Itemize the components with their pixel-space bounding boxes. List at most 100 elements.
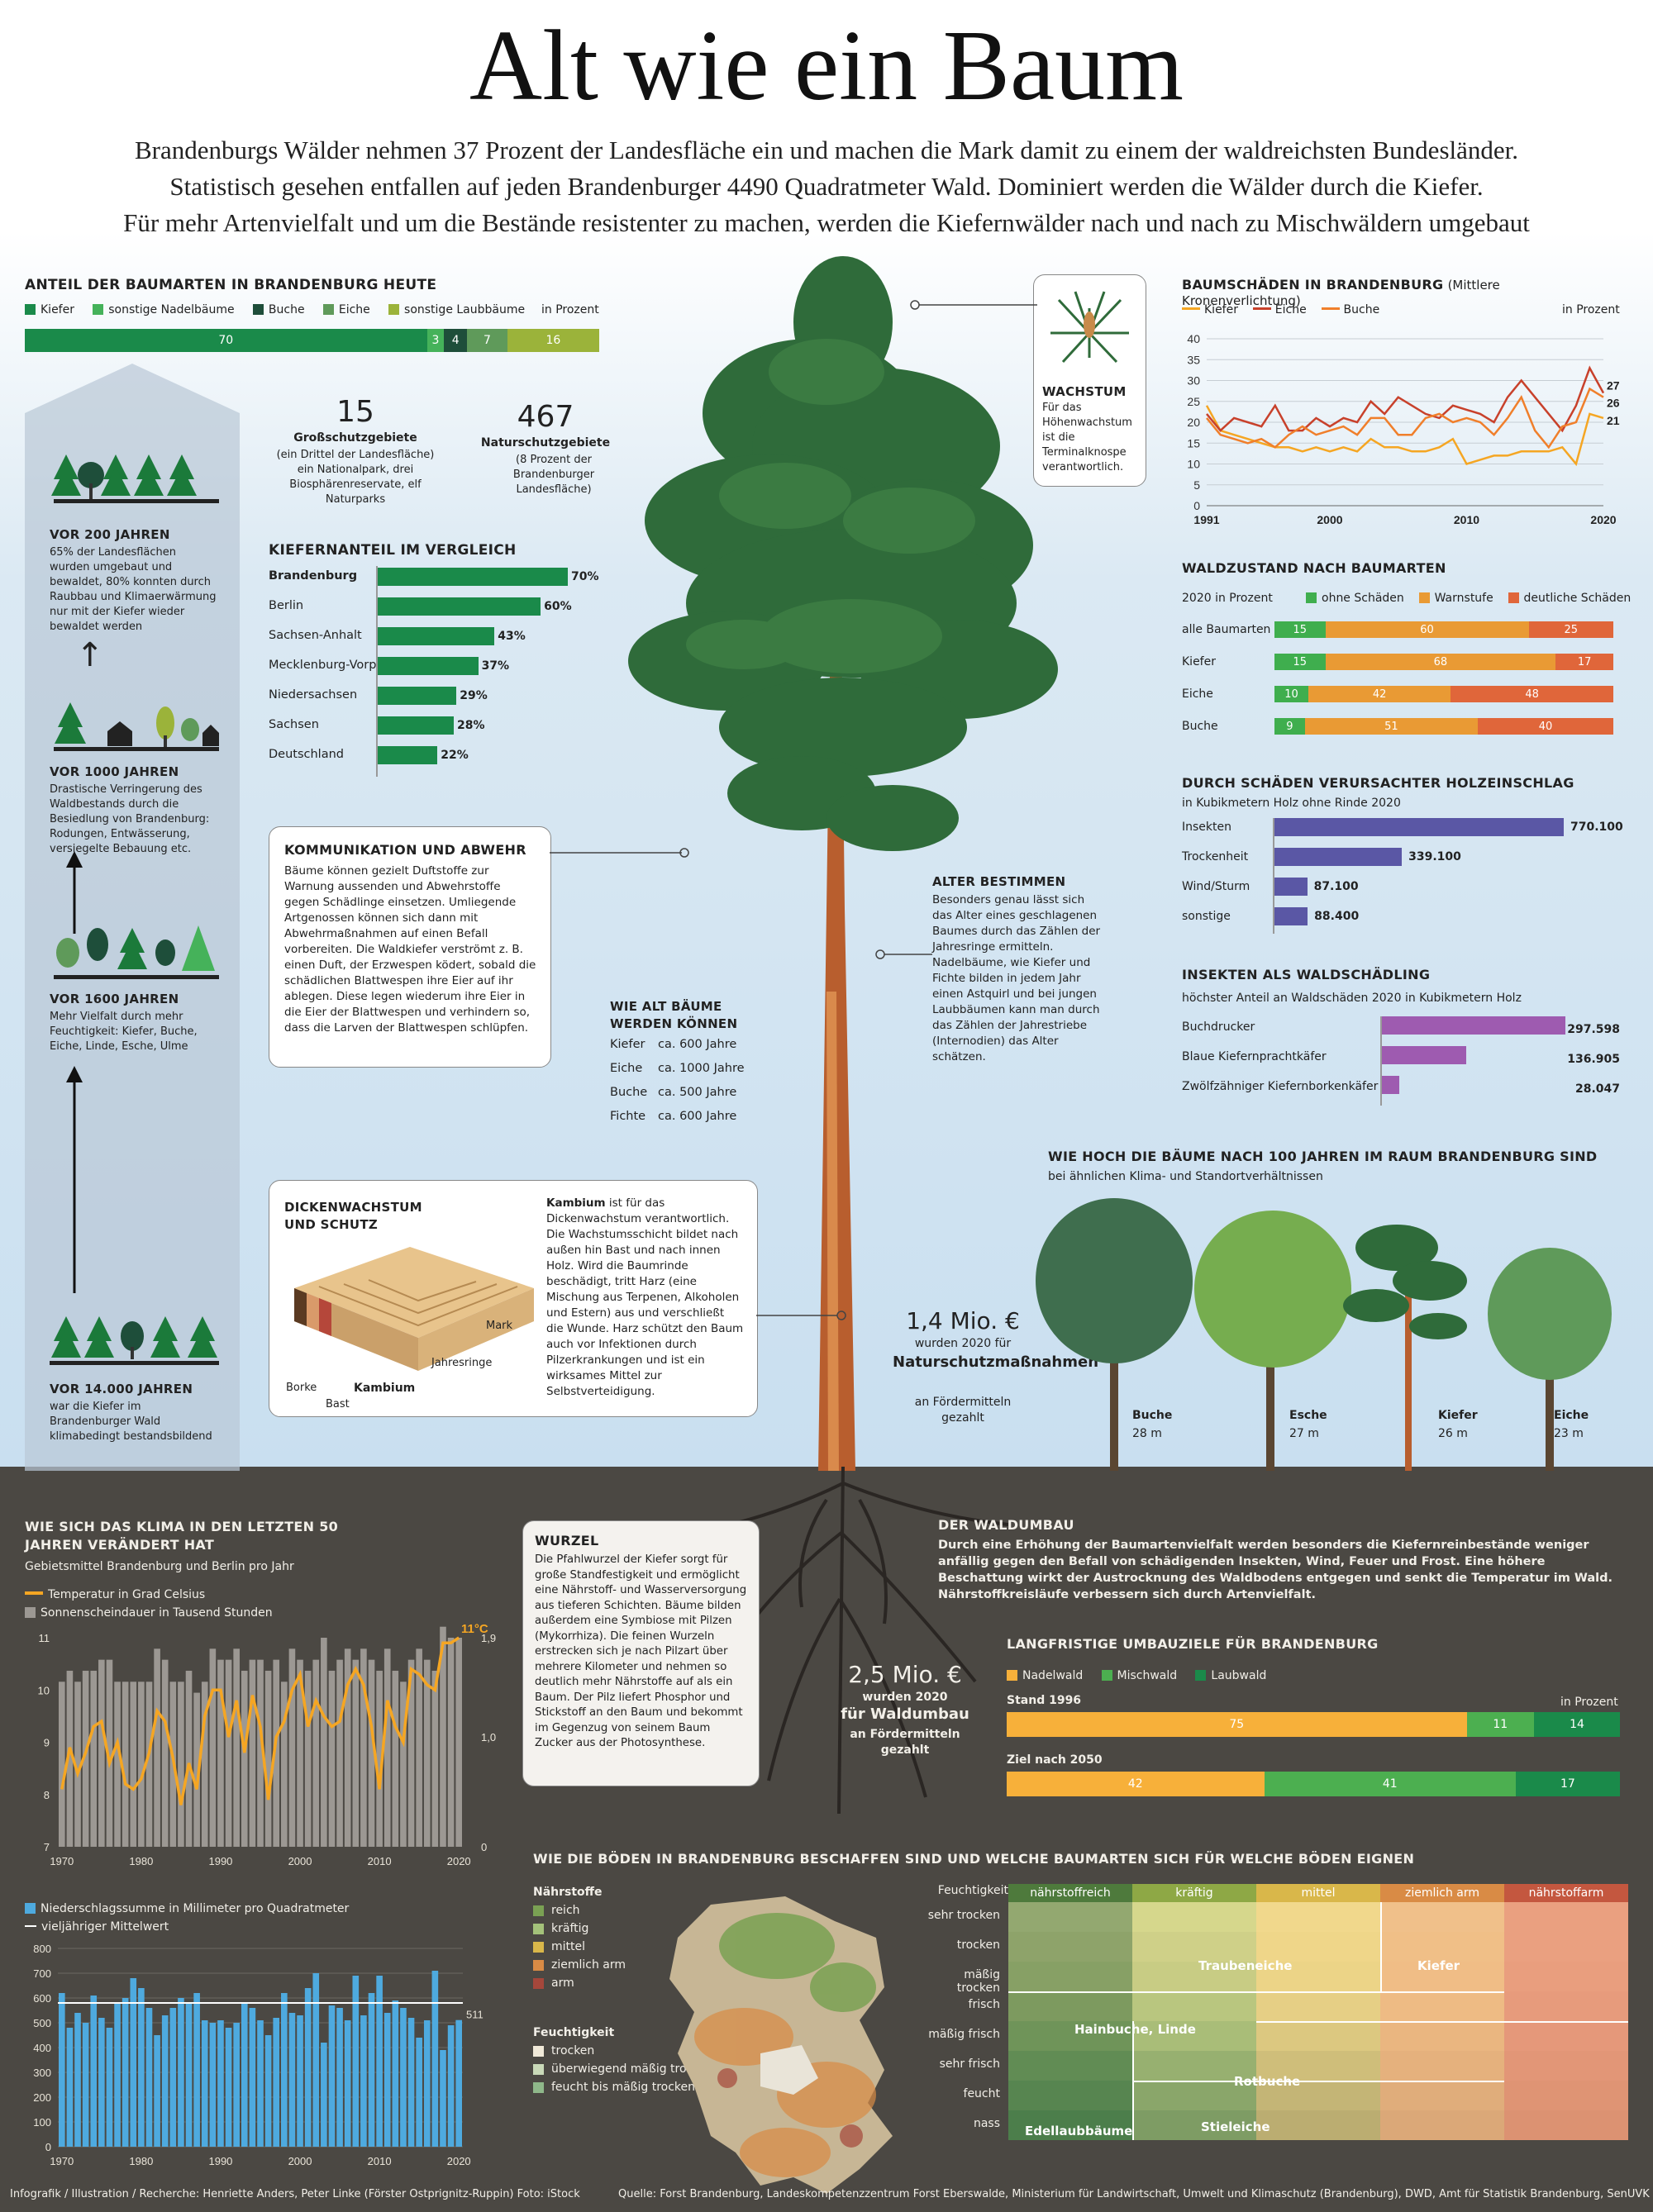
alter-text: Besonders genau lässt sich das Alter ein…	[932, 893, 1101, 1063]
umbau-segment: 14	[1534, 1712, 1620, 1737]
wachstum-box: WACHSTUM Für das Höhenwachstum ist die T…	[1033, 274, 1146, 487]
umbau-segment: 75	[1007, 1712, 1467, 1737]
precip-bar	[416, 2038, 422, 2147]
sun-bar	[288, 1648, 296, 1847]
legend-kiefer: Kiefer	[40, 303, 74, 316]
boeden-cell	[1132, 2081, 1256, 2110]
precip-bar	[281, 1993, 288, 2147]
x-tick-label: 1980	[129, 1855, 153, 1867]
precip-bar	[312, 1973, 320, 2147]
boeden-cell	[1132, 1991, 1256, 2021]
baumschaeden-line-chart: 0 5 10 15 20 25 30 35 40 1991 2000 2010 2020 27 26 21	[1187, 332, 1619, 526]
precip-bar	[114, 2003, 121, 2147]
left-tick-label: 8	[44, 1789, 50, 1801]
legend-mischwald: Mischwald	[1117, 1669, 1178, 1682]
sun-bar	[407, 1659, 415, 1847]
kommunikation-box: KOMMUNIKATION UND ABWEHR Bäume können ge…	[269, 826, 551, 1068]
precip-tick-label: 600	[33, 1992, 51, 2005]
y-tick-label: 10	[1187, 458, 1200, 471]
precip-bar	[138, 1988, 145, 2147]
boeden-cell	[1008, 1902, 1132, 1932]
kiefer-swatch	[25, 304, 36, 315]
sun-bar	[281, 1682, 288, 1847]
chart-axis-line	[1380, 1016, 1382, 1106]
boeden-cell	[1132, 2110, 1256, 2140]
precip-tick-label: 0	[45, 2141, 51, 2153]
legend-eiche: Eiche	[338, 303, 370, 316]
legend-temp-label: Temperatur in Grad Celsius	[48, 1588, 206, 1601]
sun-bar	[130, 1682, 137, 1847]
page-title: Alt wie ein Baum	[469, 10, 1184, 121]
esche-tree	[1194, 1211, 1351, 1471]
x-tick-label: 2010	[368, 1855, 392, 1867]
hoehe-subtitle: bei ähnlichen Klima- und Standortverhält…	[1048, 1170, 1323, 1183]
arrow-up-shape	[66, 1066, 83, 1293]
eiche-swatch	[322, 304, 334, 315]
naehr-list: reich kräftig mittel ziemlich arm arm	[533, 1904, 723, 1995]
boeden-cell	[1256, 1991, 1380, 2021]
boeden-cell	[1380, 2021, 1504, 2051]
sun-bar	[185, 1670, 193, 1847]
sun-bar	[241, 1670, 248, 1847]
sun-bar	[431, 1670, 439, 1847]
legend-precip-label: Niederschlagssumme in Millimeter pro Qua…	[40, 1902, 350, 1915]
insekt-bar	[1382, 1076, 1399, 1094]
boeden-cell	[1504, 2110, 1628, 2140]
holz-row-label: sonstige	[1182, 910, 1231, 923]
species-boundary-line	[1132, 2021, 1134, 2140]
legend-nadelwald: Nadelwald	[1022, 1669, 1084, 1682]
left-tick-label: 10	[38, 1684, 50, 1696]
feucht-label: feucht bis mäßig trocken	[551, 2081, 696, 2094]
mean-swatch	[25, 1925, 36, 1927]
precip-end-label: 511	[466, 2009, 484, 2021]
naehr-swatch	[533, 1942, 544, 1953]
precip-tick-label: 100	[33, 2116, 51, 2129]
label-borke: Borke	[286, 1382, 317, 1394]
waldzustand-segment: 17	[1555, 654, 1613, 670]
baumschaeden-heading: BAUMSCHÄDEN IN BRANDENBURG (Mittlere Kro…	[1182, 277, 1612, 308]
kiefer-bar	[378, 746, 438, 764]
waldumbau-title: DER WALDUMBAU	[938, 1517, 1074, 1533]
sun-bar	[114, 1682, 121, 1847]
x-tick-label: 1980	[129, 2155, 153, 2167]
holz-bar	[1274, 878, 1308, 896]
left-tick-label: 7	[44, 1841, 50, 1853]
waldzustand-segment: 10	[1274, 686, 1308, 702]
sun-bar	[154, 1648, 160, 1847]
holz-bar-value: 770.100	[1570, 821, 1623, 834]
x-tick-label: 2000	[288, 1855, 312, 1867]
waldzustand-segment: 40	[1478, 718, 1613, 735]
legend-eiche: Eiche	[1274, 303, 1307, 316]
sun-bar	[297, 1659, 303, 1847]
arrow-up-icon: ↑	[76, 636, 104, 674]
alter-row-label: Fichte	[610, 1110, 646, 1123]
umbauziele-unit: in Prozent	[1560, 1696, 1618, 1709]
precip-bar	[59, 1993, 65, 2147]
label-bast: Bast	[326, 1398, 350, 1410]
waldzustand-segment: 60	[1325, 621, 1529, 638]
precip-bar	[304, 1988, 312, 2147]
sun-bar	[273, 1659, 280, 1847]
umbau-segment: 17	[1515, 1772, 1620, 1796]
era-14000-text: war die Kiefer im Brandenburger Wald kli…	[50, 1401, 212, 1443]
umbauziele-chart: Stand 1996 75 11 14 Ziel nach 2050 42 41 17	[1007, 1694, 1620, 1801]
boeden-cell	[1256, 2051, 1380, 2081]
forest-icon-1000	[54, 702, 219, 751]
precip-bar	[336, 2008, 343, 2147]
sun-bar	[249, 1659, 256, 1847]
sun-bar	[440, 1626, 446, 1847]
boeden-cell	[1008, 2021, 1132, 2051]
precip-bar	[328, 2005, 336, 2147]
insekten-title: INSEKTEN ALS WALDSCHÄDLING	[1182, 967, 1431, 982]
precip-bar	[344, 2020, 351, 2147]
kiefer-bar-value: 43%	[498, 630, 526, 643]
waldzustand-segment: 15	[1274, 621, 1326, 638]
holzeinschlag-chart: Insekten 770.100 Trockenheit 339.100 Wind/St…	[1182, 818, 1623, 934]
umbau-funding-bold: für Waldumbau	[841, 1705, 969, 1723]
baumschaeden-legend: Kiefer Eiche Buche	[1182, 302, 1379, 318]
waldzustand-row-label: Buche	[1182, 720, 1218, 733]
sun-bar	[257, 1659, 264, 1847]
right-tick-label: 1,0	[481, 1731, 496, 1743]
klima-subtitle: Gebietsmittel Brandenburg und Berlin pro…	[25, 1560, 294, 1573]
share-segment: 70	[25, 329, 427, 352]
